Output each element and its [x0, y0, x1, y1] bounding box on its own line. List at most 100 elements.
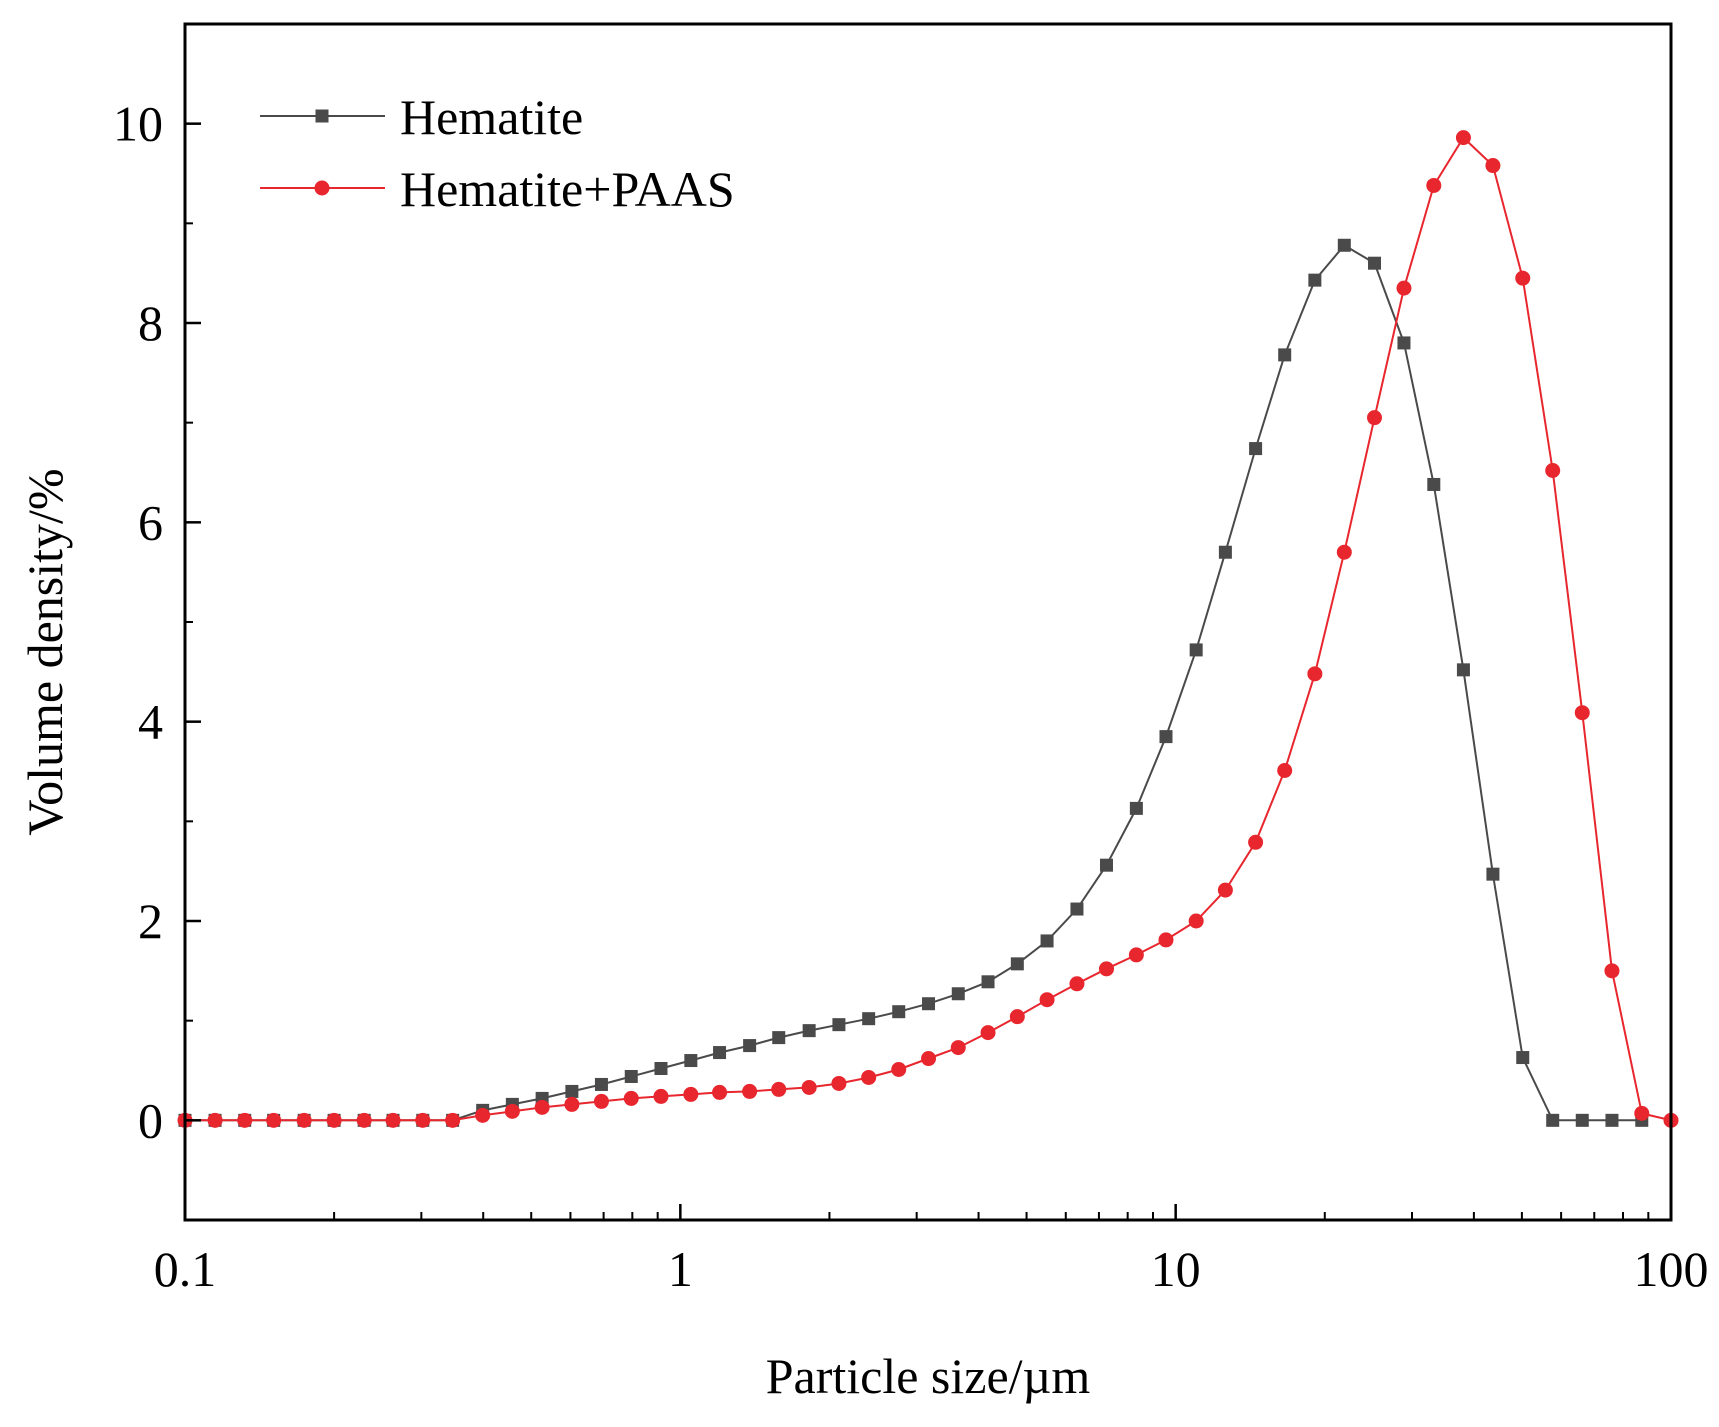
y-tick-label: 6: [138, 494, 163, 550]
data-point-hematite-paas: [1128, 947, 1144, 963]
data-point-hematite: [654, 1062, 668, 1076]
y-tick-label: 4: [138, 694, 163, 750]
data-point-hematite-paas: [1039, 992, 1055, 1008]
data-point-hematite: [1218, 545, 1232, 559]
data-point-hematite: [1427, 477, 1441, 491]
data-point-hematite: [1010, 957, 1024, 971]
data-point-hematite: [1456, 663, 1470, 677]
data-point-hematite: [892, 1005, 906, 1019]
data-point-hematite-paas: [861, 1069, 877, 1085]
y-axis-title: Volume density/%: [17, 468, 73, 835]
data-point-hematite: [713, 1046, 727, 1060]
data-point-hematite: [1189, 643, 1203, 657]
data-point-hematite: [1308, 273, 1322, 287]
axes-layer: 0.1 1 10 100 0 2 4 6 8 10: [113, 22, 1709, 1297]
data-point-hematite-paas: [1158, 932, 1174, 948]
data-point-hematite: [1367, 256, 1381, 270]
data-point-hematite-paas: [950, 1040, 966, 1056]
data-point-hematite: [1546, 1113, 1560, 1127]
data-point-hematite: [1516, 1051, 1530, 1065]
legend-label-hematite: Hematite: [400, 89, 583, 145]
data-point-hematite-paas: [266, 1112, 282, 1128]
data-point-hematite-paas: [980, 1025, 996, 1041]
data-point-hematite: [951, 987, 965, 1001]
data-point-hematite-paas: [475, 1107, 491, 1123]
data-point-hematite: [1486, 867, 1500, 881]
data-point-hematite-paas: [237, 1112, 253, 1128]
data-point-hematite-paas: [326, 1112, 342, 1128]
data-point-hematite: [922, 997, 936, 1011]
x-tick-label: 0.1: [154, 1241, 217, 1297]
data-point-hematite-paas: [1069, 976, 1085, 992]
data-point-hematite-paas: [593, 1093, 609, 1109]
data-point-hematite: [594, 1077, 608, 1091]
data-point-hematite: [1159, 730, 1173, 744]
data-point-hematite-paas: [921, 1051, 937, 1067]
data-point-hematite-paas: [712, 1084, 728, 1100]
data-point-hematite-paas: [356, 1112, 372, 1128]
data-point-hematite-paas: [1545, 463, 1561, 479]
data-point-hematite-paas: [1604, 963, 1620, 979]
data-point-hematite-paas: [1217, 882, 1233, 898]
data-point-hematite-paas: [415, 1112, 431, 1128]
data-point-hematite: [1129, 801, 1143, 815]
data-point-hematite: [1575, 1113, 1589, 1127]
data-point-hematite: [1099, 858, 1113, 872]
data-point-hematite-paas: [1336, 544, 1352, 560]
data-point-hematite: [1278, 348, 1292, 362]
data-point-hematite: [684, 1054, 698, 1068]
data-point-hematite: [1397, 336, 1411, 350]
legend-marker-hematite: [315, 109, 329, 123]
data-point-hematite-paas: [296, 1112, 312, 1128]
legend: Hematite Hematite+PAAS: [260, 89, 735, 217]
data-point-hematite-paas: [1515, 270, 1531, 286]
data-point-hematite-paas: [1307, 666, 1323, 682]
data-point-hematite-paas: [1396, 280, 1412, 296]
x-tick-label: 100: [1634, 1241, 1709, 1297]
data-point-hematite: [743, 1039, 757, 1053]
data-point-hematite-paas: [1188, 913, 1204, 929]
data-point-hematite-paas: [1455, 130, 1471, 146]
legend-label-hematite-paas: Hematite+PAAS: [400, 161, 735, 217]
data-point-hematite-paas: [1366, 410, 1382, 426]
data-point-hematite: [565, 1084, 579, 1098]
data-point-hematite-paas: [891, 1062, 907, 1078]
data-point-hematite-paas: [683, 1086, 699, 1102]
data-point-hematite-paas: [1009, 1009, 1025, 1025]
data-point-hematite: [1337, 238, 1351, 252]
data-point-hematite-paas: [1426, 177, 1442, 193]
series-layer: [177, 130, 1679, 1128]
x-axis-title: Particle size/µm: [766, 1348, 1091, 1404]
data-point-hematite-paas: [445, 1112, 461, 1128]
data-point-hematite-paas: [534, 1099, 550, 1115]
legend-marker-hematite-paas: [314, 180, 330, 196]
data-point-hematite-paas: [1248, 834, 1264, 850]
data-point-hematite: [1040, 934, 1054, 948]
y-tick-label: 0: [138, 1092, 163, 1148]
data-point-hematite-paas: [1098, 961, 1114, 977]
data-point-hematite-paas: [1574, 705, 1590, 721]
data-point-hematite-paas: [831, 1075, 847, 1091]
data-point-hematite-paas: [653, 1088, 669, 1104]
data-point-hematite-paas: [771, 1081, 787, 1097]
x-tick-label: 1: [668, 1241, 693, 1297]
y-tick-label: 2: [138, 893, 163, 949]
data-point-hematite: [1249, 442, 1263, 456]
data-point-hematite-paas: [1634, 1105, 1650, 1121]
data-point-hematite: [624, 1069, 638, 1083]
data-point-hematite-paas: [504, 1103, 520, 1119]
data-point-hematite-paas: [623, 1090, 639, 1106]
data-point-hematite: [862, 1012, 876, 1026]
data-point-hematite: [1605, 1113, 1619, 1127]
data-point-hematite: [981, 975, 995, 989]
data-point-hematite-paas: [564, 1096, 580, 1112]
y-tick-label: 10: [113, 96, 163, 152]
data-point-hematite-paas: [1485, 158, 1501, 174]
data-point-hematite-paas: [801, 1079, 817, 1095]
y-tick-label: 8: [138, 295, 163, 351]
data-point-hematite-paas: [1277, 763, 1293, 779]
data-point-hematite: [1070, 902, 1084, 916]
